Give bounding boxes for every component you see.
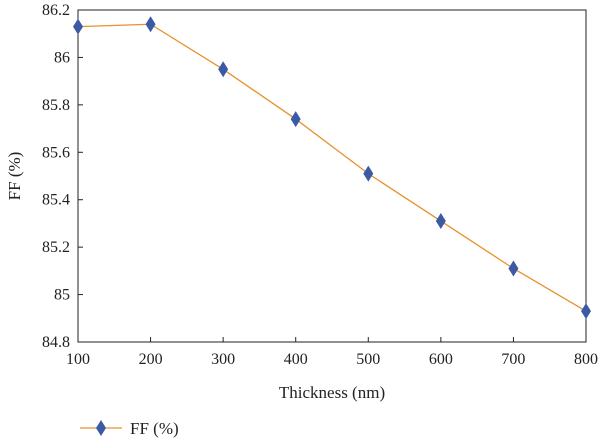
x-tick-label: 800	[574, 351, 598, 368]
x-tick-label: 500	[356, 351, 380, 368]
series-layer	[73, 16, 591, 320]
data-point	[435, 213, 446, 230]
x-tick-label: 600	[429, 351, 453, 368]
y-tick-label: 86.2	[42, 2, 70, 19]
y-tick-label: 85.4	[42, 192, 70, 209]
x-tick-label: 700	[501, 351, 525, 368]
y-tick-label: 85.6	[42, 144, 70, 161]
data-point	[508, 260, 519, 277]
x-axis-title: Thickness (nm)	[279, 383, 385, 402]
legend-marker	[96, 420, 106, 436]
data-point	[363, 165, 374, 182]
legend-label: FF (%)	[130, 419, 179, 438]
y-tick-label: 84.8	[42, 334, 70, 351]
series-line	[77, 23, 587, 312]
y-tick-label: 85.8	[42, 97, 70, 114]
data-point	[581, 303, 591, 320]
plot-frame	[77, 9, 587, 343]
y-tick-label: 85	[54, 287, 70, 304]
y-tick-label: 85.2	[42, 239, 70, 256]
data-point	[73, 18, 83, 35]
data-point	[290, 111, 301, 128]
x-tick-label: 200	[139, 351, 163, 368]
legend: FF (%)	[80, 419, 179, 438]
x-tick-label: 300	[211, 351, 235, 368]
y-axis-ticks: 84.8 85 85.2 85.4 85.6 85.8 86 86.2	[42, 2, 83, 351]
data-point	[218, 61, 229, 78]
data-point	[145, 16, 156, 33]
x-tick-label: 400	[284, 351, 308, 368]
y-axis-title: FF (%)	[5, 152, 24, 201]
x-axis-ticks: 100 200 300 400 500 600 700 800	[66, 337, 598, 368]
x-tick-label: 100	[66, 351, 90, 368]
y-tick-label: 86	[54, 49, 70, 66]
